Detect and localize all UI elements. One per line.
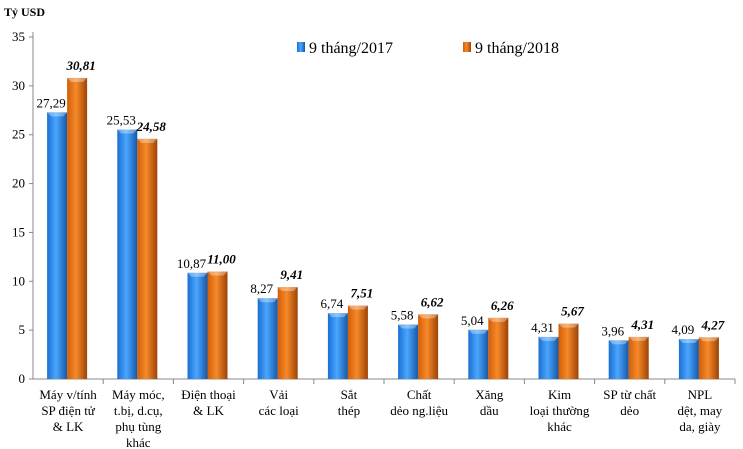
bar-2018 xyxy=(137,138,158,379)
bar-bevel xyxy=(207,271,228,276)
bar-2018 xyxy=(488,317,509,379)
y-tick-label: 25 xyxy=(12,127,25,142)
data-label-2018: 6,62 xyxy=(421,294,444,309)
y-tick-label: 20 xyxy=(12,176,25,191)
bar-bevel xyxy=(347,305,368,310)
y-tick-label: 10 xyxy=(12,273,25,288)
bar-bevel xyxy=(678,339,699,344)
y-tick-label: 30 xyxy=(12,78,25,93)
bar-2017 xyxy=(327,313,348,379)
x-category-label: SP từ chất dẻo xyxy=(603,387,656,418)
data-label-2017: 4,31 xyxy=(531,320,554,335)
bar-bevel xyxy=(538,336,559,341)
bar-bevel xyxy=(277,287,298,292)
bar-bevel xyxy=(117,129,138,134)
bar-2018 xyxy=(67,77,88,379)
y-tick-label: 5 xyxy=(19,322,26,337)
bar-2017 xyxy=(538,336,559,379)
data-label-2018: 7,51 xyxy=(351,286,374,301)
data-label-2018: 9,41 xyxy=(280,267,303,282)
data-label-2017: 4,09 xyxy=(672,322,695,337)
x-category-label: Máy móc, t.bị, d.cụ, phụ tùng khác xyxy=(112,387,165,449)
bar-2018 xyxy=(698,337,719,379)
bar-2018 xyxy=(558,323,579,379)
legend-swatch-2018 xyxy=(463,42,471,52)
bar-bevel xyxy=(558,323,579,328)
bar-2017 xyxy=(468,329,489,379)
data-label-2018: 6,26 xyxy=(491,298,514,313)
bar-bevel xyxy=(418,314,439,319)
x-category-label: Chất dẻo ng.liệu xyxy=(390,387,448,418)
data-label-2017: 5,58 xyxy=(391,307,414,322)
bar-2018 xyxy=(347,305,368,379)
data-label-2018: 30,81 xyxy=(65,58,95,73)
x-category-label: Sắt thép xyxy=(338,387,360,418)
bar-bevel xyxy=(628,336,649,341)
bar-2018 xyxy=(418,314,439,379)
data-label-2017: 3,96 xyxy=(601,323,624,338)
bar-2017 xyxy=(257,298,278,379)
bar-bevel xyxy=(137,138,158,143)
x-category-label: Kim loại thường khác xyxy=(530,387,590,434)
bar-bevel xyxy=(67,77,88,82)
data-label-2018: 4,31 xyxy=(630,317,654,332)
y-axis-title: Tỷ USD xyxy=(4,5,45,19)
x-category-label: Máy v/tính SP điện tử & LK xyxy=(39,387,97,434)
x-category-label: Vải các loại xyxy=(259,387,299,418)
bar-bevel xyxy=(257,298,278,303)
y-tick-label: 35 xyxy=(12,29,25,44)
bar-bevel xyxy=(47,112,68,117)
y-tick-label: 0 xyxy=(19,371,26,386)
bar-2017 xyxy=(117,129,138,379)
legend-label-2017: 9 tháng/2017 xyxy=(309,40,393,57)
bar-2018 xyxy=(207,271,228,379)
bar-bevel xyxy=(698,337,719,342)
x-category-label: NPL dệt, may da, giày xyxy=(678,387,723,434)
data-label-2018: 11,00 xyxy=(207,252,236,267)
data-label-2018: 24,58 xyxy=(136,119,167,134)
bar-2017 xyxy=(608,340,629,379)
bar-2017 xyxy=(678,339,699,379)
bar-2017 xyxy=(47,112,68,380)
data-label-2017: 6,74 xyxy=(321,296,344,311)
bar-2018 xyxy=(628,336,649,379)
bar-2017 xyxy=(398,324,419,379)
data-label-2017: 25,53 xyxy=(107,113,136,128)
legend-label-2018: 9 tháng/2018 xyxy=(475,40,559,57)
data-label-2017: 5,04 xyxy=(461,313,484,328)
legend-swatch-2017 xyxy=(297,42,305,52)
bar-bevel xyxy=(398,324,419,329)
bar-bevel xyxy=(608,340,629,345)
bar-bevel xyxy=(488,317,509,322)
bar-bevel xyxy=(187,272,208,277)
bar-2018 xyxy=(277,287,298,379)
data-label-2017: 10,87 xyxy=(177,256,207,271)
x-category-label: Điện thoại & LK xyxy=(181,387,236,418)
bar-bevel xyxy=(327,313,348,318)
bar-2017 xyxy=(187,272,208,379)
y-tick-label: 15 xyxy=(12,224,25,239)
data-label-2018: 5,67 xyxy=(561,304,584,319)
x-category-label: Xăng dầu xyxy=(475,387,504,418)
data-label-2017: 8,27 xyxy=(250,281,273,296)
data-label-2018: 4,27 xyxy=(701,317,725,332)
data-label-2017: 27,29 xyxy=(36,95,65,110)
bar-bevel xyxy=(468,329,489,334)
